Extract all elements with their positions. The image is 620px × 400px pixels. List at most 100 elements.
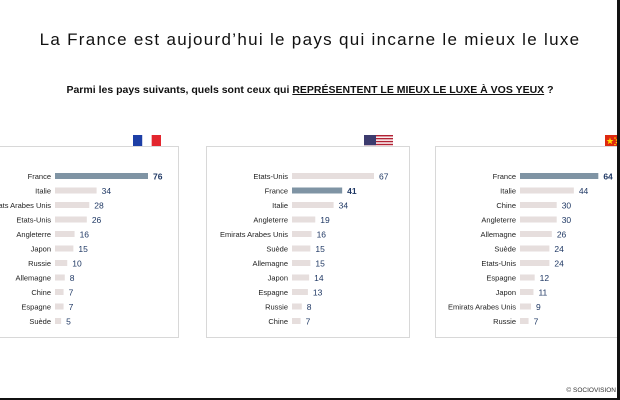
value-label: 7 [69,302,74,312]
value-label: 5 [66,316,71,326]
category-label: France [493,172,516,181]
bar [292,303,302,310]
bar [55,245,74,252]
bar [292,245,311,252]
value-label: 26 [92,215,102,225]
bar [292,173,374,179]
china-chart-panel: France 64 Italie 44 Chine 30 Angleterre 30 Allem… [435,146,620,338]
value-label: 13 [313,287,323,297]
bar [520,274,535,281]
bar [520,303,532,310]
source-credit: © SOCIOVISION [566,387,616,394]
france-chart-panel: France 76 Italie 34 Emirats Arabes Unis 28 Eta… [0,146,179,338]
bar [292,260,311,266]
usa-chart-panel: Etats-Unis 67 France 41 Italie 34 Angleterre 19… [206,146,410,338]
value-label: 30 [562,200,572,210]
bar [520,245,550,252]
bar [55,216,87,223]
bar [55,274,65,281]
value-label: 7 [534,316,539,326]
bar [520,173,599,179]
bar [520,187,574,194]
survey-question: Parmi les pays suivants, quels sont ceux… [0,84,620,96]
value-label: 24 [554,258,564,268]
page-title: La France est aujourd’hui le pays qui in… [39,30,581,49]
bar [55,318,62,324]
value-label: 11 [538,287,547,297]
category-label: Japon [31,245,51,254]
value-label: 10 [72,258,82,268]
category-label: France [28,172,51,181]
category-label: Russie [493,317,516,326]
value-label: 64 [603,171,613,181]
category-label: Espagne [258,288,288,297]
right-border [617,0,620,400]
category-label: Emirats Arabes Unis [448,303,516,312]
value-label: 7 [306,316,311,326]
value-label: 16 [80,229,90,239]
bar [520,216,557,223]
bar [520,260,550,266]
category-label: Espagne [21,303,51,312]
value-label: 8 [70,273,75,283]
value-label: 7 [69,287,74,297]
category-label: Etats-Unis [481,259,516,268]
bar [292,187,343,194]
value-label: 19 [320,215,330,225]
question-highlight: REPRÉSENTENT LE MIEUX LE LUXE À VOS YEUX [292,84,545,96]
category-label: Emirats Arabes Unis [0,201,51,210]
category-label: Suède [29,317,51,326]
value-label: 67 [379,171,389,181]
value-label: 44 [579,186,589,196]
category-label: Chine [496,201,516,210]
bar [520,289,534,295]
value-label: 15 [315,258,325,268]
category-label: France [265,187,288,196]
category-label: Etats-Unis [16,216,51,225]
category-label: Suède [494,245,516,254]
category-label: Emirats Arabes Unis [220,230,288,239]
category-label: Allemagne [481,230,516,239]
bar [292,231,312,237]
bar [55,173,148,179]
category-label: Angleterre [16,230,51,239]
bar [292,274,310,281]
bar [520,202,557,208]
bar [55,303,64,310]
china-bar-chart: France 64 Italie 44 Chine 30 Angleterre 30 Allem… [448,171,613,326]
value-label: 15 [78,244,88,254]
france-flag-icon [133,135,161,154]
value-label: 8 [307,302,312,312]
category-label: Italie [500,187,516,196]
category-label: Russie [265,303,288,312]
bar [520,318,529,324]
value-label: 24 [554,244,564,254]
bar [55,231,75,237]
value-label: 12 [540,273,550,283]
category-label: Japon [268,274,288,283]
category-label: Etats-Unis [253,172,288,181]
bar [292,202,334,208]
value-label: 28 [94,200,104,210]
category-label: Chine [31,288,51,297]
bar [292,318,301,324]
bar [520,231,552,237]
category-label: Suède [266,245,288,254]
category-label: Allemagne [16,274,51,283]
category-label: Chine [268,317,288,326]
bar [55,289,64,295]
france-bar-chart: France 76 Italie 34 Emirats Arabes Unis 28 Eta… [0,171,163,326]
value-label: 15 [315,244,325,254]
question-prefix: Parmi les pays suivants, quels sont ceux… [66,84,293,96]
value-label: 41 [347,186,357,196]
category-label: Allemagne [253,259,288,268]
bar [55,260,68,266]
value-label: 34 [339,200,349,210]
category-label: Espagne [486,274,516,283]
value-label: 26 [557,229,567,239]
category-label: Italie [272,201,288,210]
bottom-border [0,398,620,400]
value-label: 30 [562,215,572,225]
category-label: Angleterre [253,216,288,225]
value-label: 76 [153,171,163,181]
